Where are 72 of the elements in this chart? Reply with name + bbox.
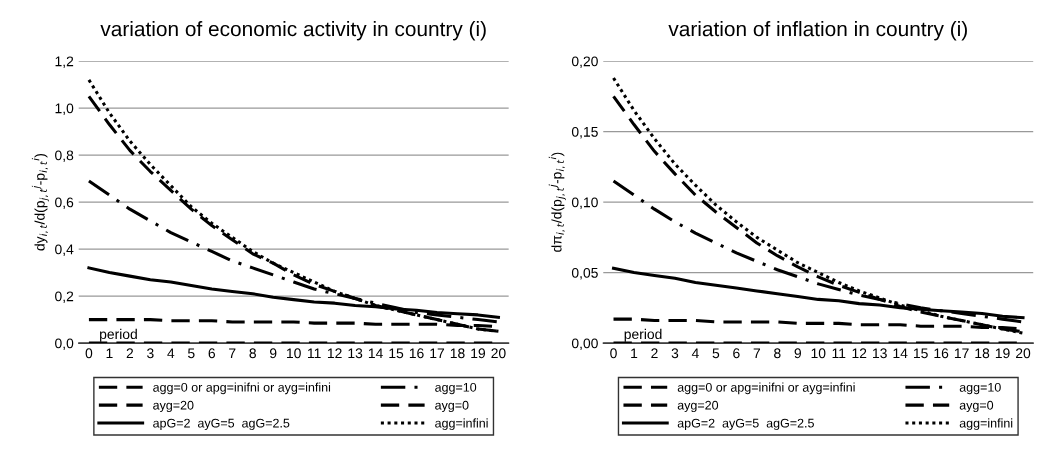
x-tick-label: 19 (471, 348, 486, 359)
annotation: period (624, 328, 662, 342)
x-tick-label: 16 (934, 348, 949, 359)
x-tick-label: 0 (85, 348, 93, 359)
legend-label: ayg=20 (153, 400, 194, 413)
x-tick-label: 15 (913, 348, 928, 359)
x-tick-label: 12 (327, 348, 342, 359)
x-tick-label: 11 (308, 348, 321, 359)
x-tick-label: 10 (287, 348, 301, 359)
text: dπ$_{i,t}$/d(p$_{j,t}$$^{j}$-p$_{i,t}$$^{i}$) (548, 152, 566, 252)
x-tick-label: 7 (229, 348, 236, 359)
legend-label: agg=0 or apg=inifni or ayg=infini (153, 382, 331, 395)
y-tick-label: 0,4 (55, 244, 74, 256)
x-tick-label: 12 (852, 348, 867, 359)
y-tick-label: 0,05 (571, 267, 598, 280)
x-tick-label: 5 (187, 348, 195, 359)
x-tick-label: 20 (1016, 348, 1031, 359)
y-tick-label: 0,6 (55, 197, 74, 209)
x-tick-label: 5 (712, 348, 720, 359)
x-tick-label: 13 (873, 348, 887, 359)
x-tick-label: 3 (147, 348, 154, 359)
y-tick-label: 0,8 (55, 150, 74, 162)
text: dy$_{i,t}$/d(p$_{j,t}$$^{j}$-p$_{i,t}$$^{i}$) (31, 153, 49, 251)
legend-label: apG=2 ayG=5 agG=2.5 (153, 418, 290, 431)
x-tick-label: 4 (167, 348, 175, 359)
x-tick-label: 6 (733, 348, 740, 359)
x-tick-label: 9 (794, 348, 801, 359)
x-tick-label: 0 (610, 348, 617, 359)
x-tick-label: 2 (126, 348, 134, 359)
legend-label: agg=infini (435, 418, 488, 431)
x-tick-label: 15 (389, 348, 404, 359)
x-tick-label: 17 (430, 348, 445, 359)
x-tick-label: 19 (995, 348, 1010, 359)
x-tick-label: 14 (893, 348, 908, 359)
x-tick-label: 8 (249, 348, 256, 359)
x-tick-label: 9 (269, 348, 277, 359)
x-tick-label: 18 (450, 348, 465, 359)
y-tick-label: 0,0 (55, 338, 74, 350)
x-tick-label: 18 (975, 348, 990, 359)
legend-label: agg=10 (959, 382, 1001, 395)
y-tick-label: 0,20 (571, 56, 598, 68)
legend-label: ayg=20 (677, 400, 719, 413)
chart-title: variation of inflation in country (i) (668, 21, 967, 41)
x-tick-label: 13 (348, 348, 363, 359)
y-tick-label: 0,10 (571, 197, 598, 209)
x-tick-label: 3 (671, 348, 679, 359)
y-tick-label: 0,2 (55, 291, 74, 303)
y-tick-label: 1,2 (55, 56, 74, 68)
x-tick-label: 1 (106, 348, 113, 359)
y-tick-label: 0,00 (571, 338, 598, 350)
x-tick-label: 7 (753, 348, 760, 359)
annotation: period (100, 328, 137, 342)
x-tick-label: 6 (208, 348, 216, 359)
x-tick-label: 20 (491, 348, 506, 359)
x-tick-label: 4 (691, 348, 699, 359)
legend-label: ayg=0 (959, 400, 994, 413)
x-tick-label: 10 (811, 348, 826, 359)
x-tick-label: 8 (774, 348, 781, 359)
x-tick-label: 2 (651, 348, 658, 359)
legend-label: agg=infini (959, 418, 1013, 431)
legend-label: agg=0 or apg=inifni or ayg=infini (677, 382, 855, 395)
legend-label: apG=2 ayG=5 agG=2.5 (677, 418, 814, 431)
x-tick-label: 16 (409, 348, 424, 359)
x-tick-label: 14 (368, 348, 383, 359)
chart-title: variation of economic activity in country (i) (100, 21, 486, 41)
x-tick-label: 17 (954, 348, 969, 359)
x-tick-label: 1 (631, 348, 638, 359)
y-tick-label: 1,0 (55, 103, 74, 115)
legend-label: ayg=0 (435, 400, 469, 413)
legend-label: agg=10 (435, 382, 477, 395)
y-tick-label: 0,15 (571, 126, 598, 139)
x-tick-label: 11 (832, 348, 846, 359)
